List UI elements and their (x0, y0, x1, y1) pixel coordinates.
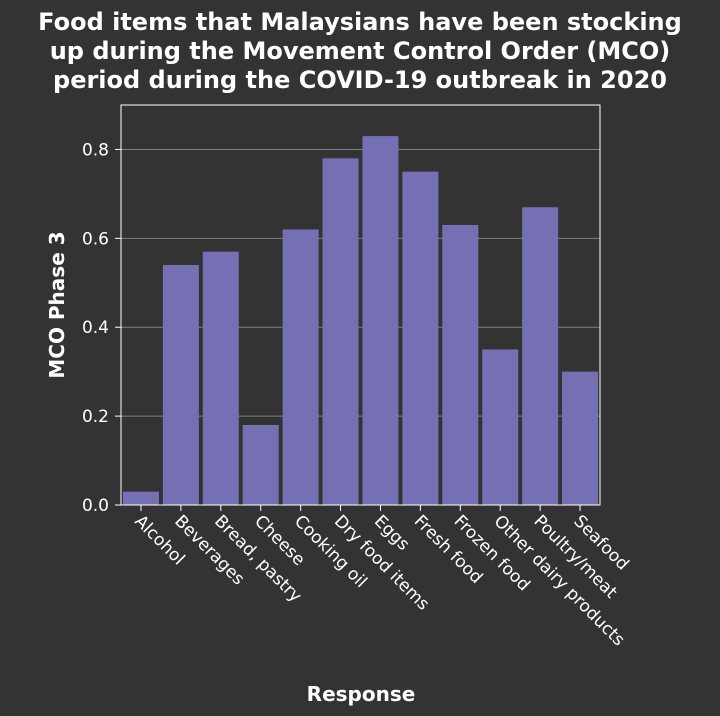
y-axis-title: MCO Phase 3 (45, 231, 69, 378)
chart-title-line-1: Food items that Malaysians have been sto… (38, 8, 682, 36)
bar (562, 371, 599, 505)
x-axis-title: Response (307, 682, 416, 706)
y-tick-label: 0.2 (82, 407, 109, 427)
bar (442, 225, 479, 505)
bar (522, 207, 559, 505)
bar (362, 136, 399, 505)
bar (282, 229, 319, 505)
y-tick-label: 0.4 (82, 318, 109, 338)
chart-title-line-2: up during the Movement Control Order (MC… (50, 37, 671, 65)
bar (242, 425, 279, 505)
bar (482, 349, 519, 505)
chart-title-line-3: period during the COVID-19 outbreak in 2… (53, 66, 667, 94)
y-tick-label: 0.0 (82, 496, 109, 516)
bar (202, 251, 239, 505)
bar (402, 171, 439, 505)
y-tick-label: 0.8 (82, 140, 109, 160)
y-tick-label: 0.6 (82, 229, 109, 249)
chart-title: Food items that Malaysians have been sto… (38, 8, 682, 94)
bars (122, 136, 599, 506)
plot-frame (120, 104, 601, 506)
bar (162, 265, 199, 505)
y-axis: 0.0 0.2 0.4 0.6 0.8 (82, 140, 121, 516)
bar (322, 158, 359, 506)
bar (122, 491, 159, 505)
